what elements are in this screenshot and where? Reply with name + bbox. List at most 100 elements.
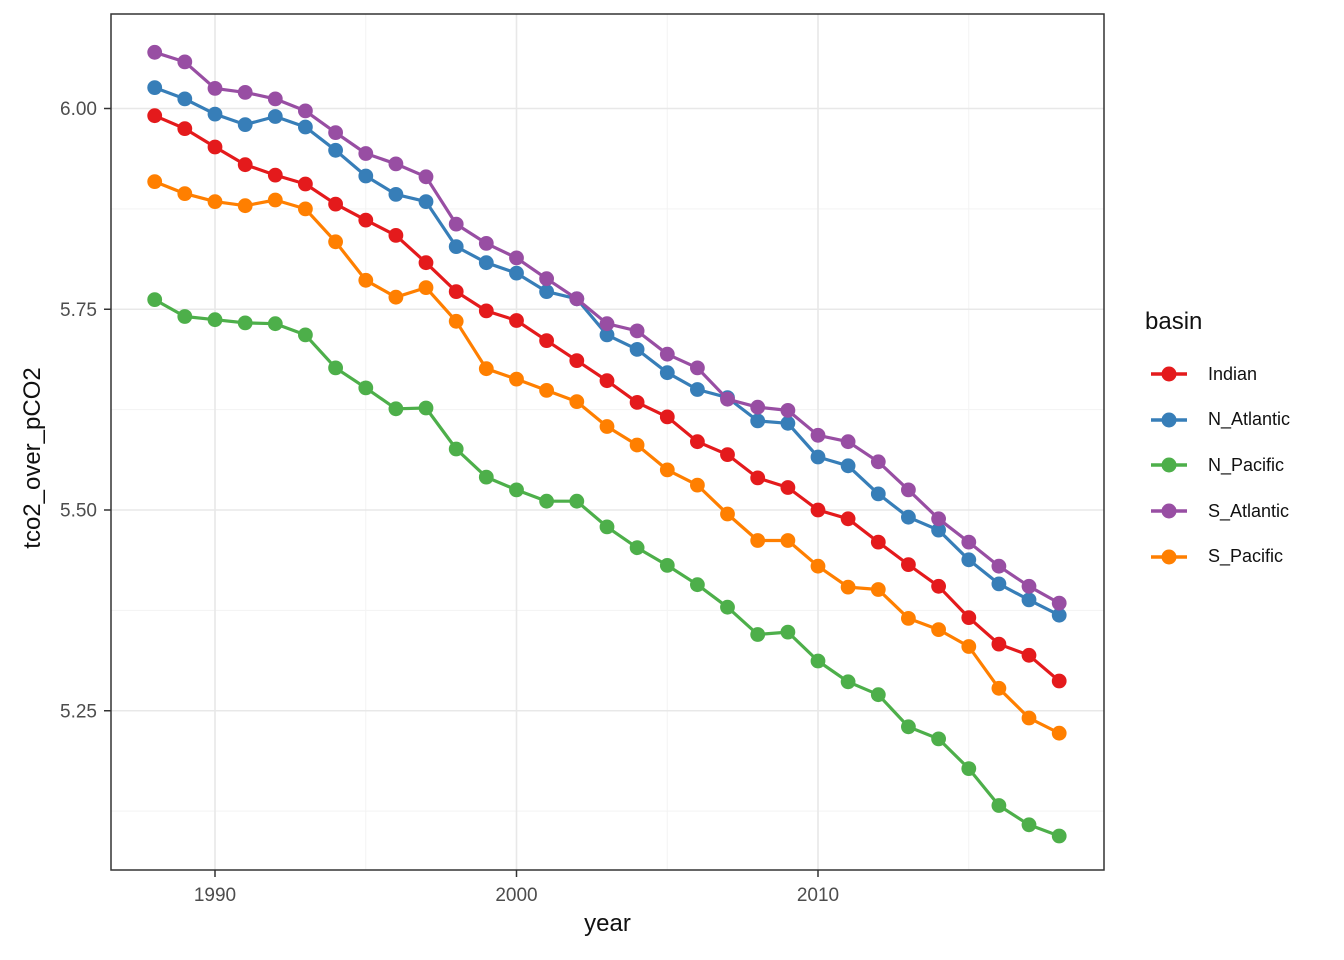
data-point-s-pacific	[750, 533, 766, 548]
data-point-n-pacific	[237, 315, 253, 331]
data-point-n-atlantic	[870, 486, 886, 502]
data-point-n-pacific	[840, 674, 856, 690]
data-point-n-pacific	[629, 540, 645, 556]
data-point-s-atlantic	[478, 236, 494, 251]
data-point-s-pacific	[448, 313, 464, 329]
data-point-indian	[629, 395, 645, 410]
data-point-s-atlantic	[509, 250, 524, 266]
data-point-s-atlantic	[448, 216, 464, 232]
data-point-s-atlantic	[569, 291, 585, 307]
data-point-n-pacific	[1051, 828, 1067, 844]
data-point-s-pacific	[358, 272, 374, 288]
data-point-n-pacific	[599, 519, 615, 535]
data-point-n-atlantic	[1051, 607, 1067, 623]
data-point-s-pacific	[840, 579, 856, 595]
data-point-n-atlantic	[358, 168, 374, 184]
data-point-n-atlantic	[418, 194, 434, 210]
data-point-s-atlantic	[901, 482, 916, 498]
data-point-n-atlantic	[177, 91, 193, 107]
data-point-s-atlantic	[810, 427, 826, 443]
data-point-n-atlantic	[901, 509, 916, 525]
data-point-s-atlantic	[840, 434, 856, 450]
data-point-s-pacific	[690, 477, 705, 493]
data-point-s-atlantic	[931, 511, 946, 527]
data-point-indian	[901, 557, 916, 572]
legend-item-s-pacific: S_Pacific	[1150, 546, 1283, 568]
data-point-n-pacific	[418, 400, 434, 416]
data-point-n-pacific	[690, 577, 705, 593]
data-point-s-pacific	[418, 280, 434, 295]
data-point-indian	[177, 121, 193, 136]
data-point-n-pacific	[659, 558, 675, 573]
data-point-n-pacific	[870, 687, 886, 703]
data-point-s-atlantic	[629, 323, 645, 339]
legend-item-label: Indian	[1208, 363, 1258, 384]
data-point-indian	[1051, 673, 1067, 689]
data-point-s-pacific	[870, 582, 886, 597]
data-point-s-atlantic	[358, 146, 374, 161]
data-point-indian	[569, 353, 585, 368]
data-point-s-pacific	[659, 462, 675, 478]
data-point-s-atlantic	[991, 558, 1007, 574]
data-point-s-atlantic	[961, 534, 977, 550]
data-point-s-atlantic	[750, 399, 766, 415]
data-point-n-atlantic	[147, 80, 163, 95]
data-point-n-atlantic	[509, 265, 524, 281]
data-point-s-pacific	[720, 506, 735, 522]
data-point-indian	[720, 447, 735, 462]
data-point-n-pacific	[991, 798, 1007, 813]
data-point-indian	[961, 610, 977, 625]
legend-item-n-pacific: N_Pacific	[1150, 454, 1284, 476]
data-point-s-atlantic	[267, 91, 283, 107]
data-point-n-pacific	[147, 292, 163, 307]
data-point-s-pacific	[237, 198, 253, 214]
y-axis-title: tco2_over_pCO2	[19, 367, 46, 549]
data-point-indian	[659, 409, 675, 425]
data-point-s-atlantic	[690, 360, 705, 376]
data-point-indian	[478, 303, 494, 319]
data-point-n-atlantic	[478, 255, 494, 271]
data-point-indian	[810, 502, 826, 518]
data-point-n-pacific	[961, 761, 977, 776]
data-point-n-pacific	[478, 469, 494, 485]
data-point-s-atlantic	[147, 44, 163, 60]
data-point-s-pacific	[207, 194, 223, 210]
legend-key-icon	[1151, 549, 1187, 565]
data-point-s-atlantic	[539, 271, 554, 287]
legend-key-icon	[1151, 457, 1187, 473]
data-point-n-atlantic	[961, 552, 977, 568]
data-point-indian	[388, 228, 404, 243]
data-point-n-atlantic	[931, 522, 946, 538]
data-point-n-atlantic	[599, 327, 615, 343]
series-line-s-pacific	[154, 180, 1060, 735]
data-point-n-atlantic	[298, 119, 313, 135]
data-point-indian	[267, 167, 283, 183]
data-point-s-pacific	[901, 611, 916, 626]
data-point-n-pacific	[509, 482, 524, 498]
data-point-s-atlantic	[1021, 578, 1037, 594]
data-point-s-pacific	[991, 680, 1007, 696]
data-point-s-pacific	[298, 201, 313, 217]
data-point-n-pacific	[298, 327, 313, 343]
data-point-n-pacific	[1021, 817, 1037, 833]
data-point-n-atlantic	[690, 382, 705, 397]
data-point-n-pacific	[569, 493, 585, 509]
data-point-indian	[418, 255, 434, 271]
data-point-n-atlantic	[1021, 592, 1037, 608]
data-point-n-atlantic	[750, 413, 766, 429]
data-point-s-pacific	[328, 234, 343, 250]
data-point-n-atlantic	[328, 142, 343, 158]
data-point-n-atlantic	[629, 342, 645, 357]
data-point-n-atlantic	[237, 117, 253, 132]
data-point-s-pacific	[931, 622, 946, 637]
data-point-s-pacific	[388, 289, 404, 305]
y-tick-label: 5.75	[60, 300, 97, 321]
series-line-n-atlantic	[154, 86, 1060, 617]
data-point-s-pacific	[1051, 725, 1067, 741]
legend-item-label: S_Pacific	[1208, 546, 1284, 567]
y-tick-label: 5.25	[60, 701, 97, 722]
y-tick-label: 5.50	[60, 501, 97, 522]
data-point-indian	[147, 108, 163, 124]
data-point-s-atlantic	[388, 156, 404, 172]
